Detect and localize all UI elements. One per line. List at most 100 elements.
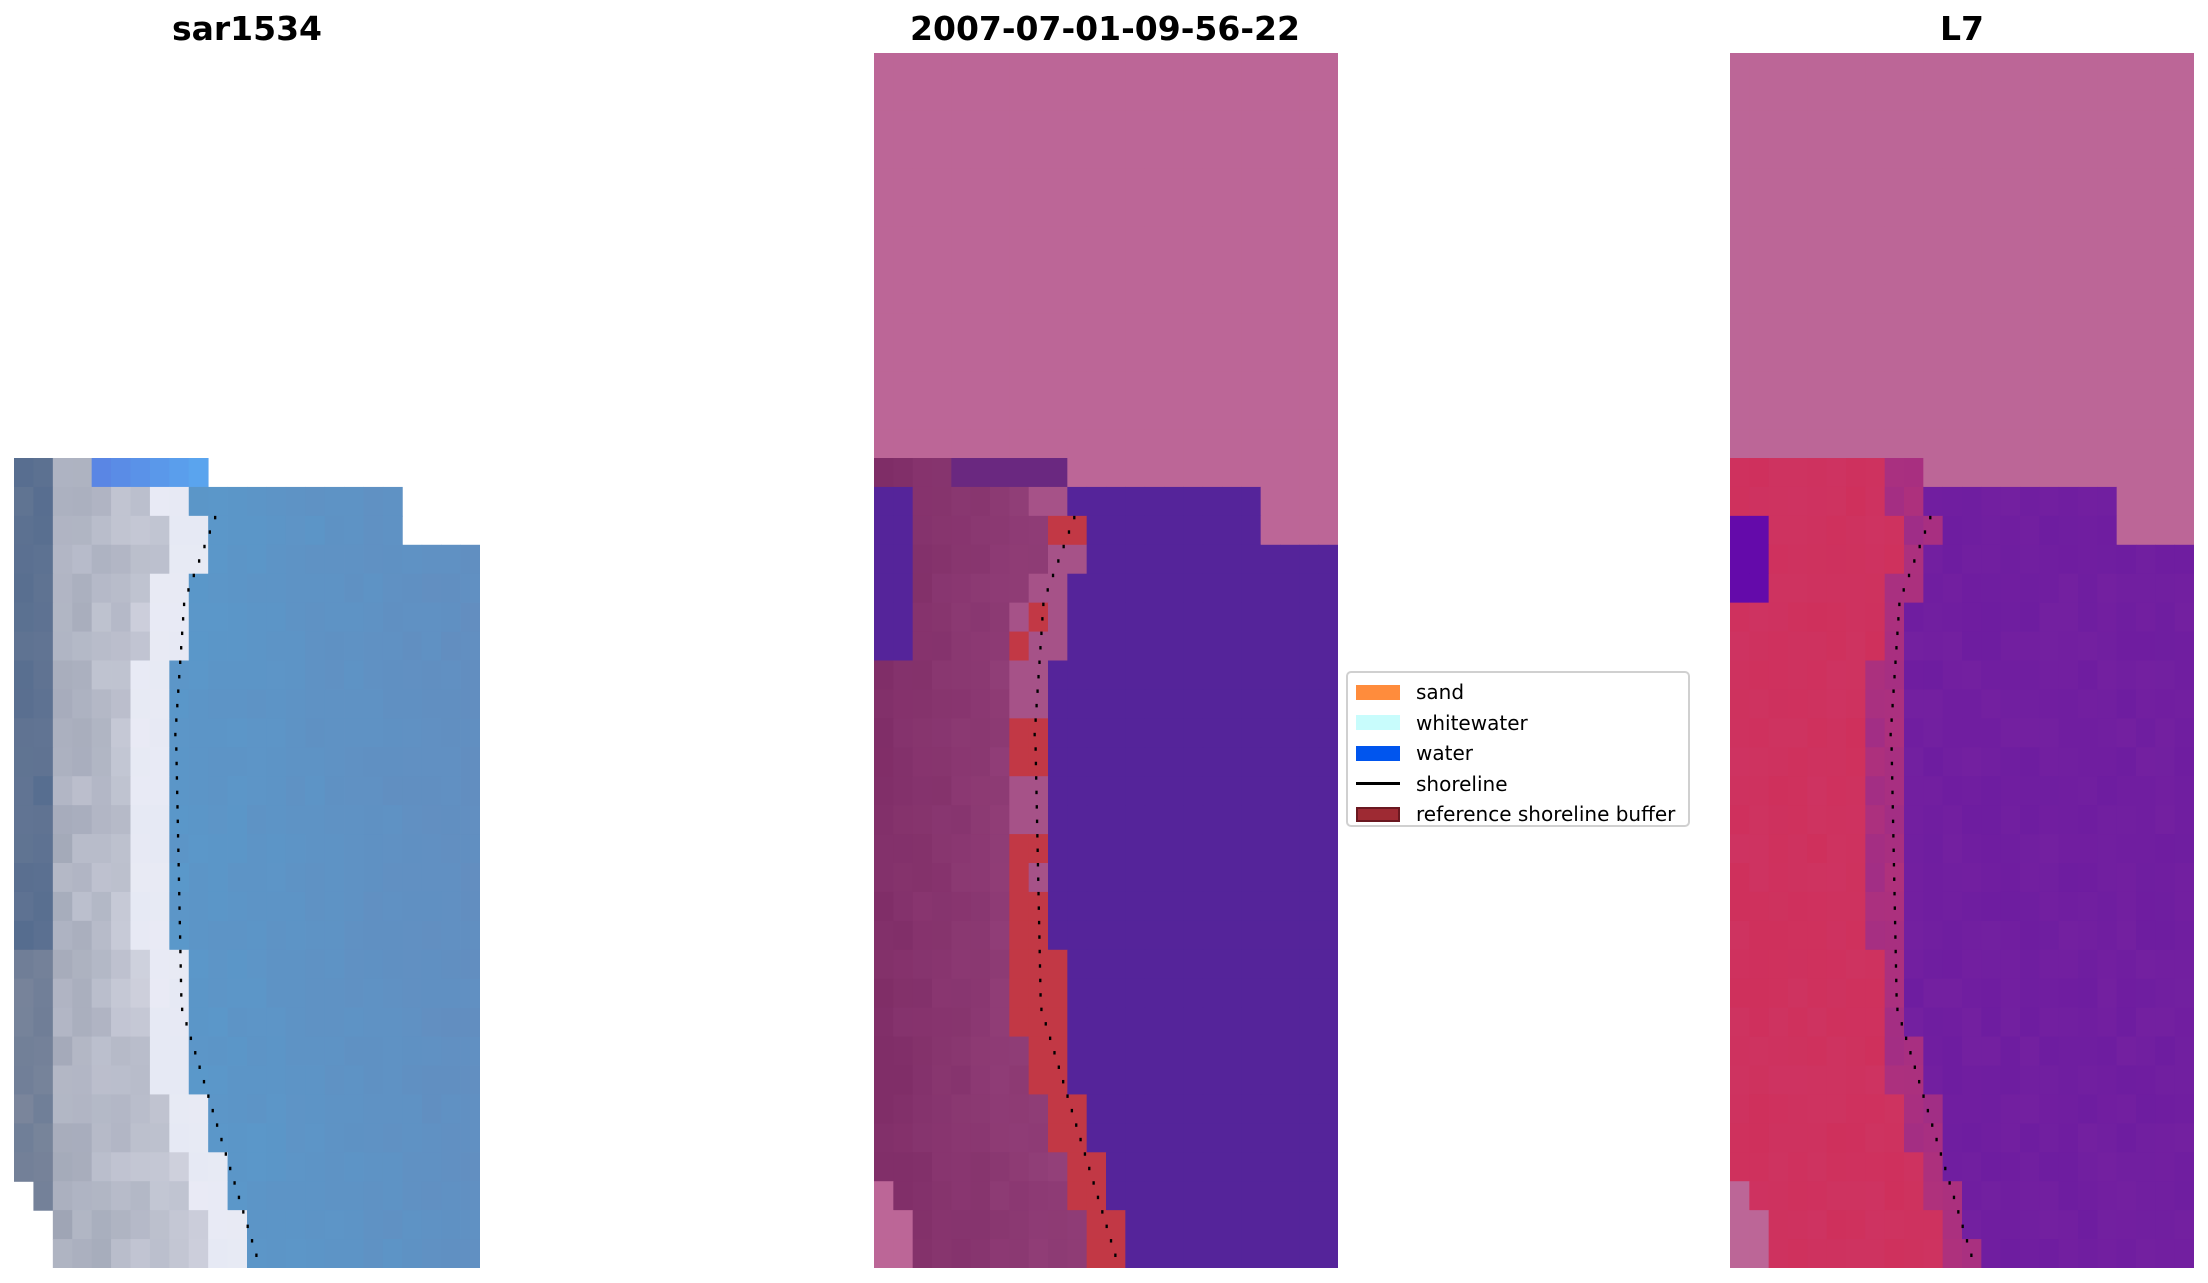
class-pixel — [1048, 1152, 1068, 1182]
rgb-pixel — [324, 834, 345, 864]
rgb-pixel — [72, 1065, 93, 1096]
rgb-pixel — [363, 631, 384, 662]
class-pixel — [1048, 602, 1068, 633]
class-pixel — [1125, 689, 1146, 719]
class-pixel — [990, 573, 1010, 604]
mndwi-pixel — [1923, 515, 1944, 546]
class-pixel — [1222, 689, 1242, 719]
shoreline-point — [1909, 1051, 1912, 1055]
mndwi-pixel — [2116, 429, 2137, 459]
mndwi-pixel — [1904, 1239, 1924, 1268]
mndwi-pixel — [2136, 602, 2156, 633]
rgb-pixel — [169, 573, 190, 604]
mndwi-pixel — [1730, 1210, 1750, 1240]
mndwi-pixel — [2078, 1007, 2098, 1038]
mndwi-pixel — [1981, 1007, 2002, 1038]
class-pixel — [1067, 1152, 1088, 1182]
mndwi-pixel — [2155, 1181, 2176, 1211]
rgb-pixel — [305, 1210, 326, 1240]
shoreline-point — [1036, 689, 1039, 693]
mndwi-pixel — [2078, 573, 2098, 604]
class-pixel — [1183, 660, 1204, 691]
class-pixel — [1299, 689, 1320, 719]
class-pixel — [1086, 689, 1107, 719]
mndwi-pixel — [1884, 371, 1905, 401]
class-pixel — [1164, 1036, 1184, 1067]
rgb-pixel — [460, 776, 480, 806]
class-pixel — [1318, 371, 1338, 401]
mndwi-pixel — [2058, 53, 2079, 83]
mndwi-pixel — [1749, 168, 1770, 199]
shoreline-point — [1039, 993, 1042, 997]
class-pixel — [1125, 110, 1146, 141]
rgb-pixel — [305, 1239, 326, 1268]
class-pixel — [1086, 573, 1107, 604]
class-pixel — [912, 1007, 933, 1038]
mndwi-pixel — [1981, 313, 2002, 343]
mndwi-pixel — [2078, 139, 2098, 170]
mndwi-pixel — [2174, 1123, 2194, 1153]
rgb-pixel — [247, 660, 267, 691]
mndwi-pixel — [2136, 458, 2156, 488]
class-pixel — [1202, 486, 1223, 517]
class-pixel — [912, 110, 933, 141]
mndwi-pixel — [1981, 342, 2002, 372]
mndwi-pixel — [1826, 920, 1847, 951]
class-pixel — [990, 342, 1010, 372]
rgb-pixel — [14, 863, 34, 893]
mndwi-pixel — [2020, 1123, 2040, 1153]
shoreline-point — [1957, 1210, 1960, 1214]
rgb-pixel — [188, 863, 209, 893]
class-pixel — [1299, 1152, 1320, 1182]
class-pixel — [1106, 1007, 1126, 1038]
class-pixel — [1164, 1181, 1184, 1211]
class-pixel — [1299, 313, 1320, 343]
shoreline-point — [1929, 515, 1932, 520]
class-pixel — [893, 834, 914, 864]
class-pixel — [893, 515, 914, 546]
mndwi-pixel — [2000, 891, 2021, 922]
class-pixel — [1048, 805, 1068, 835]
class-pixel — [1125, 53, 1146, 83]
shoreline-point — [213, 515, 217, 520]
class-pixel — [1260, 776, 1281, 806]
mndwi-pixel — [1826, 1094, 1847, 1124]
mndwi-pixel — [2097, 689, 2118, 719]
mndwi-pixel — [1788, 949, 1808, 980]
mndwi-pixel — [2000, 718, 2021, 748]
mndwi-pixel — [1865, 81, 1886, 112]
class-pixel — [1280, 1007, 1300, 1038]
rgb-pixel — [324, 544, 345, 575]
class-pixel — [1106, 1094, 1126, 1124]
shoreline-point — [1944, 1166, 1947, 1171]
rgb-pixel — [91, 1181, 112, 1211]
class-pixel — [1125, 1210, 1146, 1240]
rgb-pixel — [208, 747, 228, 777]
class-pixel — [1260, 544, 1281, 575]
mndwi-pixel — [1749, 81, 1770, 112]
shoreline-point — [187, 588, 190, 592]
rgb-pixel — [285, 920, 306, 951]
shoreline-point — [176, 819, 179, 824]
class-pixel — [1009, 429, 1030, 459]
mndwi-pixel — [2174, 255, 2194, 286]
mndwi-pixel — [1865, 949, 1886, 980]
rgb-pixel — [111, 1239, 131, 1268]
class-pixel — [874, 718, 894, 748]
shoreline-point — [1042, 602, 1045, 607]
class-pixel — [912, 255, 933, 286]
class-pixel — [874, 458, 894, 488]
mndwi-pixel — [1962, 660, 1982, 691]
class-pixel — [1280, 486, 1300, 517]
rgb-pixel — [227, 660, 248, 691]
mndwi-pixel — [1865, 110, 1886, 141]
shoreline-point — [177, 689, 180, 693]
class-pixel — [1009, 284, 1030, 314]
class-pixel — [1241, 1065, 1262, 1096]
class-pixel — [1106, 949, 1126, 980]
class-pixel — [990, 834, 1010, 864]
class-pixel — [1106, 834, 1126, 864]
shoreline-point — [1891, 805, 1894, 809]
rgb-pixel — [441, 949, 461, 980]
rgb-pixel — [111, 1152, 131, 1182]
